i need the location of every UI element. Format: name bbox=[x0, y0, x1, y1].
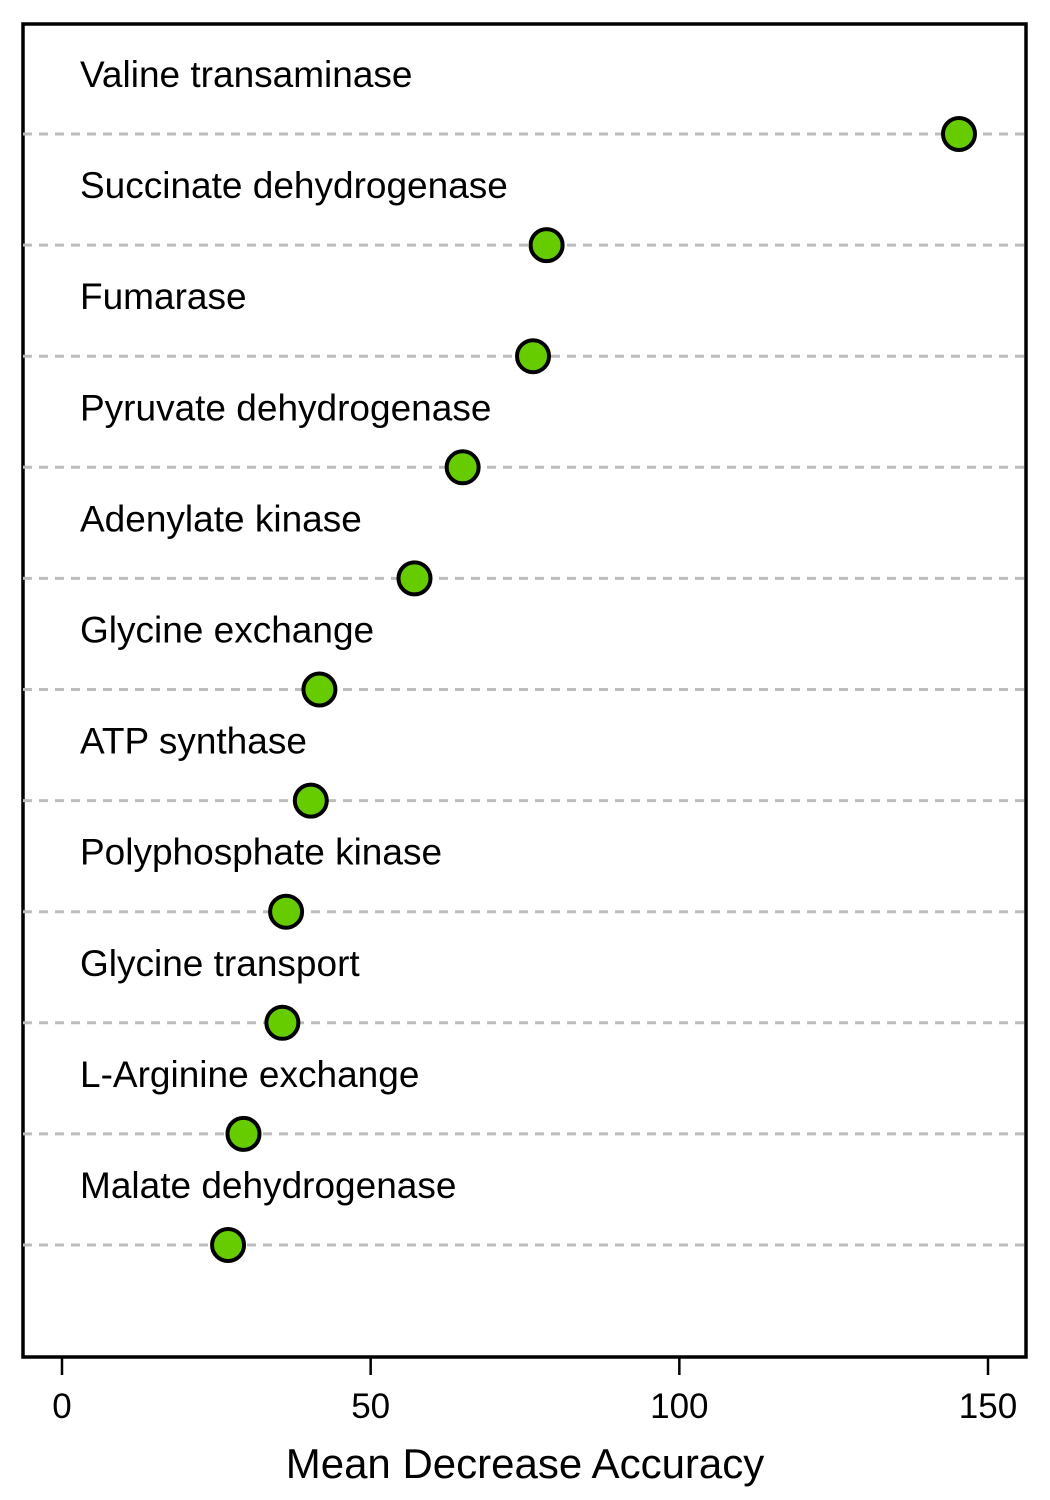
data-point bbox=[268, 893, 305, 930]
data-point bbox=[940, 116, 977, 152]
category-label: Succinate dehydrogenase bbox=[80, 165, 508, 206]
data-point bbox=[292, 782, 329, 819]
x-tick-label: 150 bbox=[959, 1387, 1017, 1426]
x-tick-label: 50 bbox=[351, 1387, 390, 1426]
x-axis-title: Mean Decrease Accuracy bbox=[286, 1440, 765, 1487]
data-point bbox=[264, 1004, 301, 1041]
data-point bbox=[444, 449, 481, 486]
category-label: Malate dehydrogenase bbox=[80, 1165, 456, 1206]
category-labels: Valine transaminase Succinate dehydrogena… bbox=[80, 54, 508, 1206]
category-label: Adenylate kinase bbox=[80, 498, 362, 539]
category-label: ATP synthase bbox=[80, 721, 307, 762]
category-label: Fumarase bbox=[80, 276, 247, 317]
category-label: Glycine transport bbox=[80, 943, 360, 984]
data-points bbox=[210, 116, 977, 1263]
x-tick-label: 0 bbox=[52, 1387, 71, 1426]
category-label: Valine transaminase bbox=[80, 54, 413, 95]
data-point bbox=[210, 1227, 247, 1263]
category-label: Pyruvate dehydrogenase bbox=[80, 387, 491, 428]
data-point bbox=[225, 1115, 262, 1152]
data-point bbox=[528, 227, 565, 264]
x-axis: 0 50 100 150 bbox=[52, 1355, 1017, 1426]
category-label: Glycine exchange bbox=[80, 610, 374, 651]
data-point bbox=[301, 671, 338, 708]
category-label: Polyphosphate kinase bbox=[80, 832, 442, 873]
data-point bbox=[396, 560, 433, 597]
guide-lines bbox=[23, 132, 1026, 1247]
x-tick-label: 100 bbox=[650, 1387, 708, 1426]
category-label: L-Arginine exchange bbox=[80, 1054, 419, 1095]
data-point bbox=[515, 338, 552, 375]
